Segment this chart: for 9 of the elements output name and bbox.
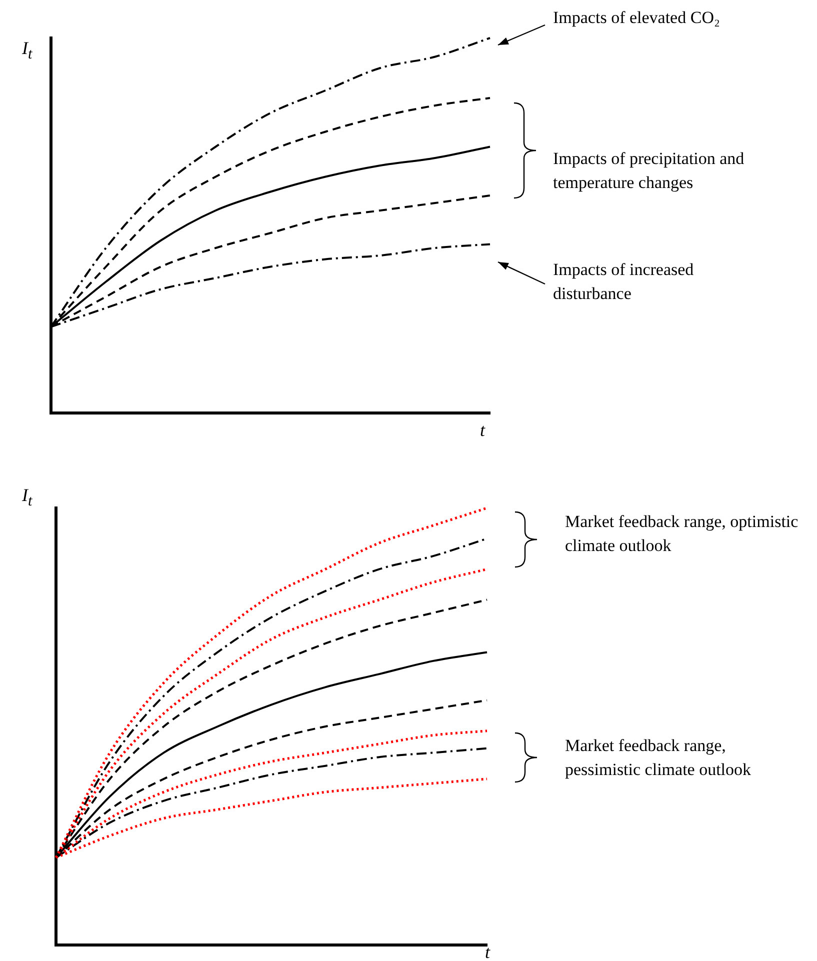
y-axis-title: I$_{t}$ [22, 485, 32, 511]
text: Impacts of elevated CO₂ [553, 7, 721, 29]
y-axis-title: I$_{t}$ [22, 38, 32, 64]
x-axis-title: t [485, 942, 490, 961]
text: Impacts of precipitation and temperature changes [553, 148, 746, 194]
x-axis-title: t [480, 420, 486, 441]
text: Market feedback range, pessimistic climate outlook [565, 735, 752, 781]
text: Impacts of increased disturbance [553, 259, 695, 305]
text: Market feedback range, optimistic climate outlook [565, 511, 800, 557]
